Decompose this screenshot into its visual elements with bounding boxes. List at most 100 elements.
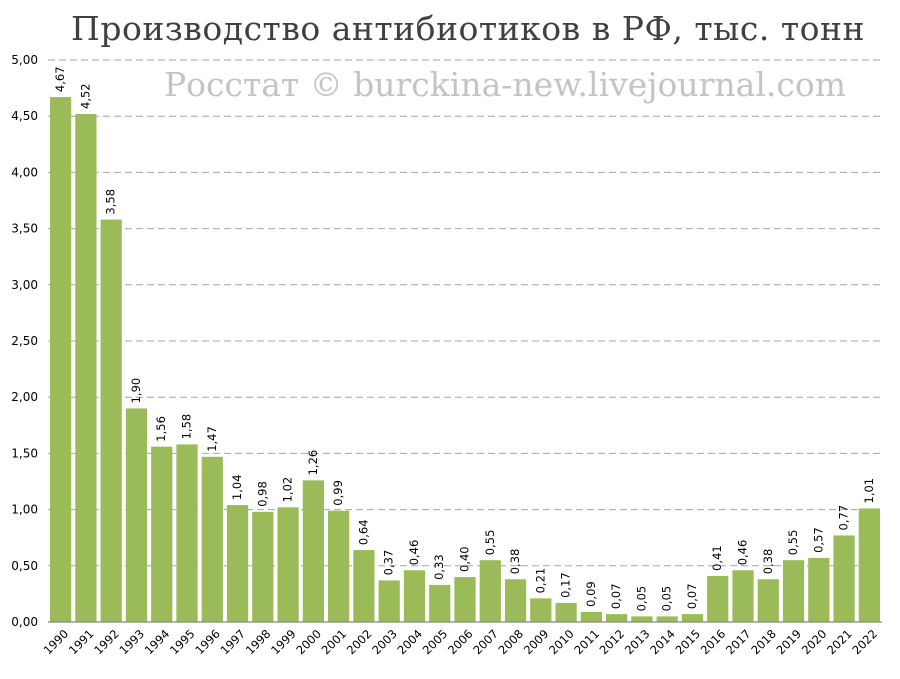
- x-tick-label: 2006: [445, 627, 476, 658]
- bar: [302, 480, 324, 622]
- bar: [555, 602, 577, 622]
- x-tick-label: 2011: [571, 627, 602, 658]
- x-tick-label: 2018: [748, 627, 779, 658]
- bar: [201, 456, 223, 622]
- bar: [403, 570, 426, 622]
- data-label: 0,21: [533, 568, 547, 594]
- watermark-text: Росстат © burckina-new.livejournal.com: [164, 65, 846, 104]
- bar: [277, 507, 299, 622]
- bar: [833, 535, 855, 622]
- x-tick-label: 2022: [849, 627, 880, 658]
- x-tick-label: 2000: [293, 627, 324, 658]
- data-label: 0,98: [255, 481, 269, 507]
- x-tick-label: 2009: [521, 627, 552, 658]
- bar: [226, 505, 249, 622]
- x-tick-label: 1996: [192, 627, 223, 658]
- y-tick-label: 4,00: [11, 165, 38, 179]
- x-tick-label: 2008: [495, 627, 526, 658]
- x-tick-label: 2015: [672, 627, 703, 658]
- x-tick-label: 1993: [116, 627, 147, 658]
- x-tick-label: 1991: [66, 627, 97, 658]
- y-tick-label: 1,50: [11, 446, 38, 460]
- data-label: 0,77: [837, 505, 851, 531]
- data-label: 1,90: [129, 378, 143, 404]
- bar: [176, 444, 198, 622]
- data-label: 0,38: [508, 549, 522, 575]
- x-tick-label: 2016: [698, 627, 729, 658]
- bar: [252, 511, 274, 622]
- bar: [681, 614, 704, 622]
- data-label: 0,05: [634, 586, 648, 612]
- bar: [656, 616, 678, 622]
- bar: [328, 510, 350, 622]
- data-label: 1,58: [180, 414, 194, 440]
- data-label: 0,55: [483, 530, 497, 556]
- bar: [808, 557, 830, 622]
- data-label: 0,40: [458, 546, 472, 572]
- bar: [378, 580, 400, 622]
- y-tick-label: 1,00: [11, 503, 38, 517]
- x-tick-label: 2010: [546, 627, 577, 658]
- bar: [479, 560, 501, 622]
- data-label: 4,67: [53, 66, 67, 92]
- data-labels: 4,67 4,52 3,58 1,90 1,56 1,58 1,47 1,04 0,98 1,02…: [53, 66, 876, 611]
- y-tick-label: 0,00: [11, 615, 38, 629]
- data-label: 0,05: [660, 586, 674, 612]
- y-tick-label: 3,50: [11, 222, 38, 236]
- bar: [732, 570, 754, 622]
- x-tick-label: 1999: [268, 627, 299, 658]
- y-tick-label: 4,50: [11, 109, 38, 123]
- bar: [606, 614, 628, 622]
- bar: [504, 579, 527, 622]
- x-tick-label: 2004: [394, 627, 425, 658]
- y-tick-label: 2,50: [11, 334, 38, 348]
- data-label: 0,38: [761, 549, 775, 575]
- bar: [858, 508, 880, 622]
- data-label: 1,02: [281, 477, 295, 503]
- y-tick-label: 2,00: [11, 390, 38, 404]
- data-label: 0,99: [331, 480, 345, 506]
- data-label: 1,56: [154, 416, 168, 442]
- bar: [530, 598, 552, 622]
- data-label: 0,55: [786, 530, 800, 556]
- x-tick-label: 2014: [647, 627, 678, 658]
- bar: [782, 560, 805, 622]
- x-tick-label: 1990: [41, 627, 72, 658]
- bar: [707, 575, 729, 622]
- x-tick-label: 2017: [723, 627, 754, 658]
- x-tick-label: 1994: [142, 627, 173, 658]
- bars: [50, 97, 880, 623]
- data-label: 1,47: [205, 426, 219, 452]
- data-label: 0,07: [609, 583, 623, 609]
- gridlines: [48, 59, 882, 567]
- data-label: 0,33: [432, 554, 446, 580]
- data-label: 0,64: [356, 519, 370, 545]
- data-label: 1,04: [230, 474, 244, 500]
- x-tick-label: 1997: [217, 627, 248, 658]
- data-label: 0,57: [811, 527, 825, 553]
- x-tick-label: 2001: [319, 627, 350, 658]
- data-label: 0,17: [559, 572, 573, 598]
- x-tick-label: 1995: [167, 627, 198, 658]
- x-tick-label: 2021: [824, 627, 855, 658]
- x-tick-label: 2020: [799, 627, 830, 658]
- data-label: 4,52: [78, 83, 92, 109]
- y-axis-tick-labels: 0,00 0,50 1,00 1,50 2,00 2,50 3,00 3,50 4,00 4,50…: [11, 53, 38, 629]
- bar: [75, 113, 97, 623]
- x-tick-label: 1998: [243, 627, 274, 658]
- bar: [50, 97, 72, 623]
- bar: [580, 611, 602, 622]
- x-tick-label: 2005: [420, 627, 451, 658]
- x-axis-tick-labels: 1990199119921993199419951996199719981999…: [41, 627, 880, 658]
- data-label: 3,58: [104, 189, 118, 215]
- bar: [454, 577, 476, 622]
- data-label: 1,26: [306, 450, 320, 476]
- data-label: 0,46: [736, 540, 750, 566]
- bar: [100, 219, 122, 622]
- bar: [151, 446, 173, 622]
- y-tick-label: 3,00: [11, 278, 38, 292]
- data-label: 0,09: [584, 581, 598, 607]
- data-label: 1,01: [862, 478, 876, 504]
- x-tick-label: 2003: [369, 627, 400, 658]
